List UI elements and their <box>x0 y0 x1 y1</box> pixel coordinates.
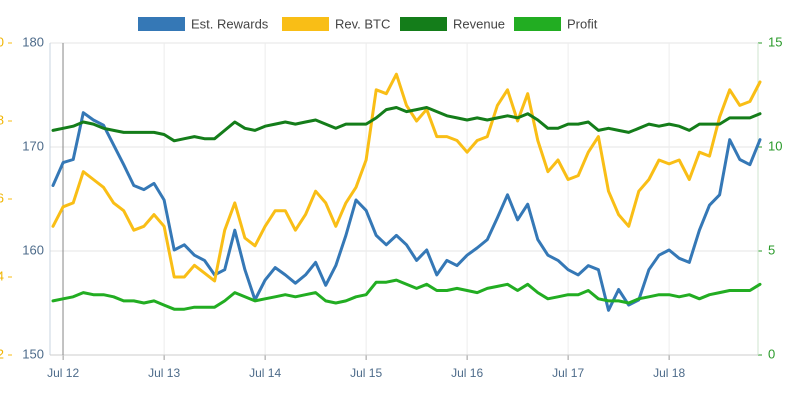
series-line <box>51 278 762 311</box>
y3-tick-label: 10 <box>0 34 4 49</box>
legend-swatch[interactable] <box>282 17 329 31</box>
legend-swatch[interactable] <box>400 17 447 31</box>
y3-tick-label: 4 <box>0 268 4 283</box>
y2-tick-label: 5 <box>768 242 775 257</box>
x-tick-label: Jul 14 <box>249 366 281 380</box>
y2-tick-label: 10 <box>768 138 782 153</box>
series-line <box>51 111 762 312</box>
x-tick-label: Jul 16 <box>451 366 483 380</box>
legend-label[interactable]: Rev. BTC <box>335 16 390 31</box>
y-tick-label: 180 <box>22 34 44 49</box>
y2-tick-label: 15 <box>768 34 782 49</box>
x-tick-label: Jul 18 <box>653 366 685 380</box>
y-tick-label: 150 <box>22 346 44 361</box>
legend-swatch[interactable] <box>514 17 561 31</box>
y2-tick-label: 0 <box>768 346 775 361</box>
y-tick-label: 160 <box>22 242 44 257</box>
legend-label[interactable]: Profit <box>567 16 598 31</box>
y3-tick-label: 6 <box>0 190 4 205</box>
y3-tick-label: 8 <box>0 112 4 127</box>
x-tick-label: Jul 13 <box>148 366 180 380</box>
legend-swatch[interactable] <box>138 17 185 31</box>
legend-label[interactable]: Est. Rewards <box>191 16 269 31</box>
series-line <box>51 106 762 143</box>
legend-label[interactable]: Revenue <box>453 16 505 31</box>
x-tick-label: Jul 17 <box>552 366 584 380</box>
x-tick-label: Jul 15 <box>350 366 382 380</box>
y-tick-label: 170 <box>22 138 44 153</box>
series-line <box>51 72 762 283</box>
y3-tick-label: 2 <box>0 346 4 361</box>
x-tick-label: Jul 12 <box>47 366 79 380</box>
